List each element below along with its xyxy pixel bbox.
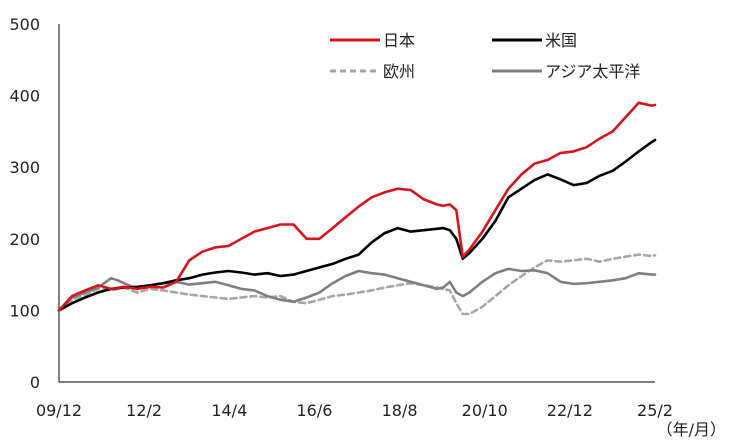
x-tick-label: 16/6 xyxy=(296,401,332,420)
legend-label: アジア太平洋 xyxy=(545,62,640,81)
x-tick-label: 20/10 xyxy=(462,401,508,420)
legend-label: 欧州 xyxy=(383,62,415,81)
y-tick-label: 300 xyxy=(9,158,40,177)
series-line-0 xyxy=(57,101,657,312)
x-axis-unit-label: （年/月） xyxy=(657,420,726,439)
x-tick-labels: 09/12 12/2 14/4 16/6 18/8 20/10 22/12 25/2 xyxy=(36,401,673,420)
x-tick-label: 18/8 xyxy=(382,401,418,420)
y-tick-label: 0 xyxy=(30,373,40,392)
x-tick-label: 25/2 xyxy=(637,401,673,420)
x-tick-label: 22/12 xyxy=(547,401,593,420)
y-tick-label: 200 xyxy=(9,230,40,249)
x-tick-label: 12/2 xyxy=(126,401,162,420)
y-tick-label: 400 xyxy=(9,87,40,106)
legend-label: 日本 xyxy=(383,31,415,50)
series-line-2 xyxy=(57,253,657,316)
y-tick-labels: 0 100 200 300 400 500 xyxy=(9,15,40,392)
series-lines xyxy=(57,101,657,316)
axes xyxy=(58,24,655,383)
x-tick-label: 14/4 xyxy=(211,401,247,420)
series-line-1 xyxy=(57,138,657,312)
legend-label: 米国 xyxy=(545,31,577,50)
x-tick-label: 09/12 xyxy=(36,401,82,420)
y-tick-label: 100 xyxy=(9,301,40,320)
y-tick-label: 500 xyxy=(9,15,40,34)
